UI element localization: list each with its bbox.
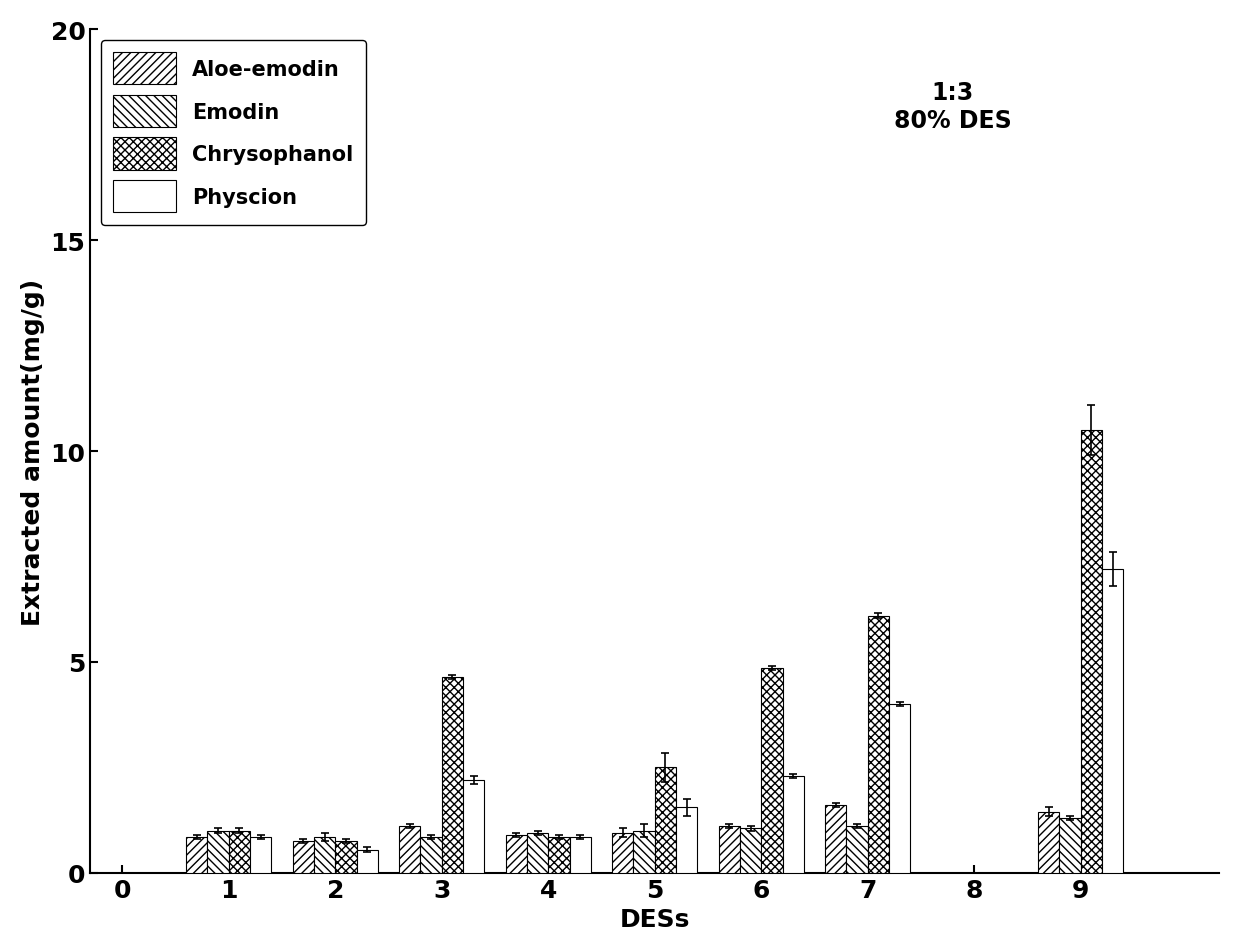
Bar xyxy=(868,616,889,873)
Bar xyxy=(506,835,527,873)
Text: 1:3
80% DES: 1:3 80% DES xyxy=(894,81,1012,132)
Bar xyxy=(228,831,250,873)
Bar xyxy=(655,767,676,873)
Bar xyxy=(1059,818,1081,873)
Bar xyxy=(441,677,463,873)
Bar xyxy=(569,837,590,873)
Bar xyxy=(676,807,697,873)
Bar xyxy=(186,837,207,873)
Bar xyxy=(613,833,634,873)
Bar xyxy=(1038,812,1059,873)
X-axis label: DESs: DESs xyxy=(620,907,689,931)
Bar xyxy=(463,780,485,873)
Bar xyxy=(314,837,335,873)
Bar xyxy=(719,826,740,873)
Y-axis label: Extracted amount(mg/g): Extracted amount(mg/g) xyxy=(21,278,45,625)
Bar xyxy=(357,850,378,873)
Bar xyxy=(548,837,569,873)
Bar xyxy=(847,826,868,873)
Bar xyxy=(782,776,804,873)
Bar xyxy=(207,831,228,873)
Bar xyxy=(293,842,314,873)
Bar xyxy=(740,828,761,873)
Bar xyxy=(1081,430,1102,873)
Bar xyxy=(399,826,420,873)
Bar xyxy=(335,842,357,873)
Bar xyxy=(420,837,441,873)
Bar xyxy=(527,833,548,873)
Bar xyxy=(1102,569,1123,873)
Bar xyxy=(889,704,910,873)
Bar xyxy=(761,668,782,873)
Bar xyxy=(825,805,847,873)
Bar xyxy=(250,837,272,873)
Legend: Aloe-emodin, Emodin, Chrysophanol, Physcion: Aloe-emodin, Emodin, Chrysophanol, Physc… xyxy=(100,41,366,226)
Bar xyxy=(634,831,655,873)
